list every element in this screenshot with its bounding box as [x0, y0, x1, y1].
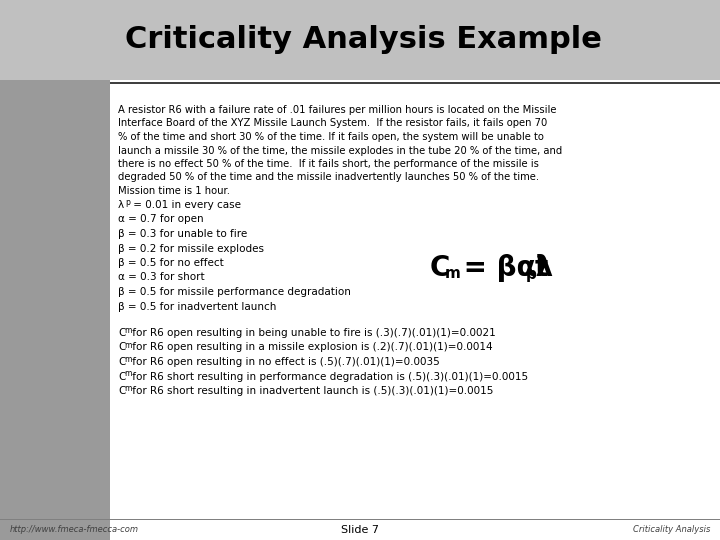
Text: Slide 7: Slide 7	[341, 525, 379, 535]
Bar	[110, 80, 720, 540]
Text: m: m	[124, 384, 131, 393]
Text: α = 0.7 for open: α = 0.7 for open	[118, 214, 204, 225]
Text: C: C	[430, 254, 451, 282]
Bar	[110, 82, 720, 84]
Text: m: m	[124, 369, 131, 379]
Text: for R6 open resulting in a missile explosion is (.2)(.7)(.01)(1)=0.0014: for R6 open resulting in a missile explo…	[129, 342, 492, 353]
Text: Criticality Analysis Example: Criticality Analysis Example	[125, 25, 602, 55]
Text: % of the time and short 30 % of the time. If it fails open, the system will be u: % of the time and short 30 % of the time…	[118, 132, 544, 142]
Text: Interface Board of the XYZ Missile Launch System.  If the resistor fails, it fai: Interface Board of the XYZ Missile Launc…	[118, 118, 547, 129]
Text: β = 0.2 for missile explodes: β = 0.2 for missile explodes	[118, 244, 264, 253]
Text: m: m	[124, 355, 131, 364]
Text: p: p	[125, 198, 130, 207]
Text: = βαλ: = βαλ	[454, 254, 553, 282]
Text: Criticality Analysis: Criticality Analysis	[633, 525, 710, 535]
Text: α = 0.3 for short: α = 0.3 for short	[118, 273, 204, 282]
Text: C: C	[118, 386, 125, 396]
Text: C: C	[118, 357, 125, 367]
Text: = 0.01 in every case: = 0.01 in every case	[130, 200, 241, 210]
Text: C: C	[118, 342, 125, 353]
Text: for R6 short resulting in inadvertent launch is (.5)(.3)(.01)(1)=0.0015: for R6 short resulting in inadvertent la…	[129, 386, 493, 396]
Text: p: p	[526, 267, 537, 281]
Text: β = 0.5 for no effect: β = 0.5 for no effect	[118, 258, 224, 268]
Text: m: m	[124, 326, 131, 335]
Text: t: t	[535, 254, 548, 282]
Text: for R6 short resulting in performance degradation is (.5)(.3)(.01)(1)=0.0015: for R6 short resulting in performance de…	[129, 372, 528, 381]
Text: C: C	[118, 328, 125, 338]
Text: degraded 50 % of the time and the missile inadvertently launches 50 % of the tim: degraded 50 % of the time and the missil…	[118, 172, 539, 183]
Bar	[0, 0, 720, 80]
Bar	[0, 519, 720, 520]
Text: m: m	[445, 267, 461, 281]
Bar	[0, 0, 110, 540]
Text: there is no effect 50 % of the time.  If it fails short, the performance of the : there is no effect 50 % of the time. If …	[118, 159, 539, 169]
Text: β = 0.5 for inadvertent launch: β = 0.5 for inadvertent launch	[118, 301, 276, 312]
Text: β = 0.5 for missile performance degradation: β = 0.5 for missile performance degradat…	[118, 287, 351, 297]
Text: β = 0.3 for unable to fire: β = 0.3 for unable to fire	[118, 229, 247, 239]
Text: for R6 open resulting in no effect is (.5)(.7)(.01)(1)=0.0035: for R6 open resulting in no effect is (.…	[129, 357, 440, 367]
Text: Mission time is 1 hour.: Mission time is 1 hour.	[118, 186, 230, 196]
Text: λ: λ	[118, 200, 124, 210]
Text: C: C	[118, 372, 125, 381]
Text: for R6 open resulting in being unable to fire is (.3)(.7)(.01)(1)=0.0021: for R6 open resulting in being unable to…	[129, 328, 496, 338]
Text: m: m	[124, 341, 131, 349]
Text: http://www.fmeca-fmecca-com: http://www.fmeca-fmecca-com	[10, 525, 139, 535]
Text: A resistor R6 with a failure rate of .01 failures per million hours is located o: A resistor R6 with a failure rate of .01…	[118, 105, 557, 115]
Text: launch a missile 30 % of the time, the missile explodes in the tube 20 % of the : launch a missile 30 % of the time, the m…	[118, 145, 562, 156]
